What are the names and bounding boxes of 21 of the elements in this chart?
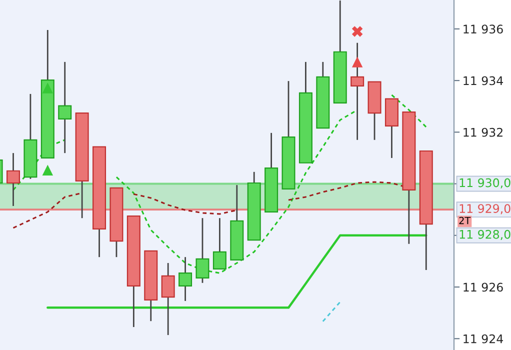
point	[42, 82, 54, 94]
y-tick-label: 11 936	[464, 24, 503, 34]
band-label: 11 930,0	[460, 178, 510, 188]
text: 2T	[459, 216, 471, 224]
line-series	[46, 234, 428, 309]
candlestick	[58, 61, 72, 154]
y-tick-label: 11 926	[464, 282, 503, 292]
candlestick	[212, 217, 226, 270]
y-tick-label: 11 934	[464, 76, 503, 86]
y-tick-label: 11 932	[464, 128, 502, 137]
candlestick	[196, 217, 210, 284]
point	[352, 56, 363, 68]
candlestick	[161, 262, 175, 336]
ref-line-label: 11 929,0	[460, 204, 510, 214]
point	[352, 26, 363, 37]
candlestick	[350, 42, 364, 141]
candlestick	[178, 256, 192, 302]
text: 11 928,0	[460, 230, 510, 240]
candlestick	[6, 152, 20, 207]
point	[42, 164, 54, 176]
y-tick-label: 11 924	[464, 334, 503, 344]
